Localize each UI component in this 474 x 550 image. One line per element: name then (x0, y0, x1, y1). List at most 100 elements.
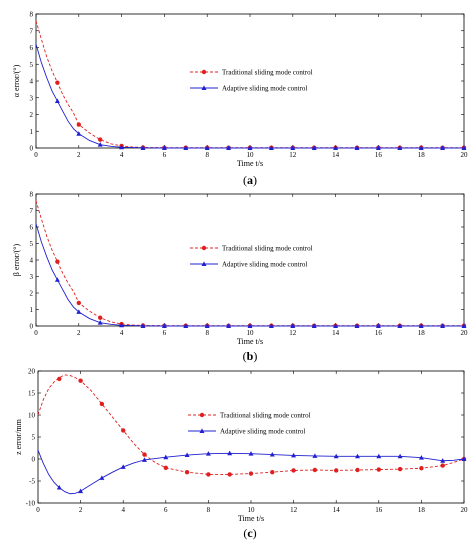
data-point-adaptive (311, 145, 317, 150)
data-point-adaptive (376, 453, 382, 459)
legend-label: Adaptive sliding mode control (222, 261, 307, 269)
y-tick-label: 8 (30, 191, 34, 199)
x-tick-label: 20 (461, 329, 469, 337)
data-point-adaptive (56, 485, 62, 490)
y-tick-label: 0 (32, 456, 36, 464)
y-tick-label: 6 (30, 224, 34, 232)
data-point-adaptive (119, 144, 125, 150)
data-point-adaptive (397, 145, 403, 150)
data-point-adaptive (354, 145, 360, 150)
x-tick-label: 16 (375, 151, 383, 159)
data-point-adaptive (184, 452, 190, 457)
data-point-adaptive (355, 453, 360, 459)
y-axis-label: α error/(°) (12, 64, 21, 97)
data-point-adaptive (290, 145, 296, 150)
x-tick-label: 6 (163, 329, 167, 337)
data-point-adaptive (375, 323, 381, 328)
data-point-adaptive (76, 131, 82, 136)
data-point-traditional (57, 376, 62, 382)
panel-label-close: ) (253, 526, 257, 540)
panel-label-open: ( (243, 349, 247, 363)
x-tick-label: 18 (418, 151, 426, 159)
data-point-traditional (55, 80, 60, 85)
data-point-traditional (419, 466, 424, 471)
data-point-adaptive (120, 464, 126, 469)
y-tick-label: 0 (30, 323, 34, 331)
data-point-adaptive (119, 322, 125, 328)
x-tick-label: 0 (34, 151, 38, 159)
x-tick-label: 10 (248, 506, 256, 514)
data-point-adaptive (226, 145, 232, 150)
y-tick-label: 20 (28, 368, 36, 376)
data-point-traditional (76, 300, 82, 306)
data-point-adaptive (248, 451, 254, 456)
data-point-traditional (121, 428, 126, 433)
data-point-adaptive (440, 323, 446, 328)
series-line-adaptive (35, 44, 464, 149)
series-line-traditional (35, 200, 464, 327)
data-point-adaptive (269, 452, 275, 457)
data-point-adaptive (268, 145, 274, 150)
legend-label: Traditional sliding mode control (220, 412, 311, 420)
y-tick-label: 1 (30, 306, 34, 314)
x-tick-label: 12 (290, 506, 298, 514)
data-point-traditional (376, 467, 381, 472)
y-tick-label: 3 (30, 94, 34, 102)
data-point-traditional (355, 467, 360, 473)
data-point-traditional (98, 137, 103, 142)
data-point-adaptive (204, 145, 210, 150)
x-tick-label: 20 (461, 151, 469, 159)
data-point-adaptive (78, 488, 84, 494)
y-tick-label: 8 (30, 11, 34, 19)
data-point-adaptive (312, 453, 318, 458)
x-tick-label: 0 (36, 506, 40, 514)
x-tick-label: 8 (205, 329, 209, 337)
x-axis-label: Time t/s (237, 159, 263, 168)
data-point-adaptive (291, 452, 297, 458)
data-point-adaptive (418, 145, 424, 150)
y-tick-label: -10 (26, 500, 36, 508)
data-point-adaptive (418, 455, 424, 460)
y-tick-label: 5 (30, 61, 34, 69)
data-point-adaptive (142, 457, 147, 462)
y-tick-label: 3 (30, 273, 34, 281)
data-point-adaptive (440, 145, 446, 150)
x-tick-label: 16 (375, 506, 383, 514)
data-point-adaptive (54, 277, 60, 282)
x-tick-label: 14 (332, 329, 340, 337)
data-point-adaptive (461, 456, 467, 461)
data-point-adaptive (333, 453, 339, 459)
x-tick-label: 8 (207, 506, 211, 514)
x-tick-label: 14 (332, 151, 340, 159)
y-tick-label: 6 (30, 44, 34, 52)
plot-frame (37, 370, 465, 504)
y-axis-label: z error/mm (14, 418, 23, 455)
x-tick-label: 2 (77, 329, 81, 337)
data-point-adaptive (290, 323, 296, 328)
panel-label-open: ( (243, 173, 247, 187)
y-tick-label: 7 (30, 207, 34, 215)
data-point-adaptive (76, 309, 82, 314)
data-point-adaptive (440, 458, 446, 463)
data-point-adaptive (226, 323, 232, 328)
legend-marker-circle (201, 245, 207, 251)
data-point-traditional (98, 315, 103, 320)
panel-label-letter: c (247, 526, 253, 540)
panel-label-letter: a (247, 173, 253, 187)
data-point-adaptive (268, 323, 274, 328)
data-point-adaptive (461, 145, 467, 150)
data-point-adaptive (97, 320, 103, 325)
data-point-traditional (440, 463, 445, 468)
x-tick-label: 2 (79, 506, 83, 514)
legend-marker-circle (201, 69, 207, 75)
series-line-adaptive (35, 223, 464, 327)
data-point-traditional (291, 468, 296, 473)
data-point-adaptive (99, 475, 105, 480)
x-tick-label: 18 (418, 329, 426, 337)
legend-marker-triangle (201, 85, 207, 90)
x-tick-label: 0 (34, 329, 38, 337)
data-point-adaptive (311, 323, 317, 328)
panel-label-open: ( (243, 526, 247, 540)
